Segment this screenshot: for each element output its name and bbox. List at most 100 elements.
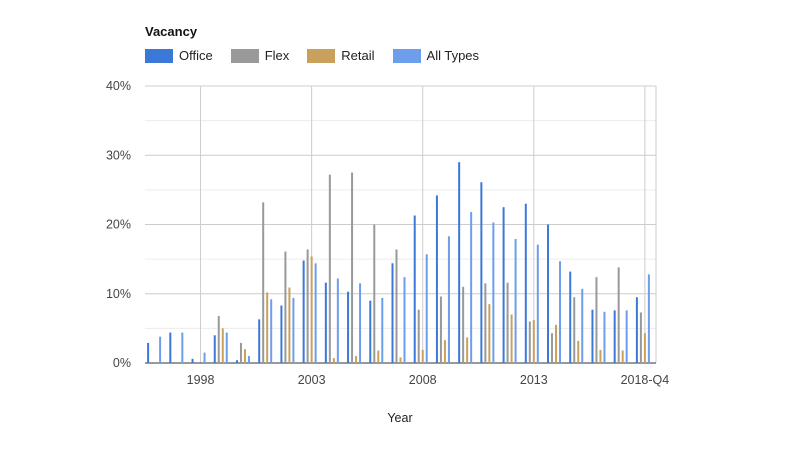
bar-all-types[interactable] (181, 332, 184, 363)
y-tick-label: 0% (113, 356, 131, 370)
bar-retail[interactable] (221, 328, 224, 363)
bar-all-types[interactable] (381, 297, 384, 363)
bar-flex[interactable] (395, 249, 398, 363)
bar-all-types[interactable] (514, 239, 517, 363)
bar-retail[interactable] (243, 349, 246, 363)
bar-retail[interactable] (332, 358, 335, 363)
bar-office[interactable] (569, 271, 572, 363)
bar-retail[interactable] (355, 356, 358, 363)
bar-flex[interactable] (484, 283, 487, 363)
bar-office[interactable] (347, 291, 350, 363)
bar-flex[interactable] (462, 286, 465, 363)
legend-swatch (307, 48, 336, 63)
bar-flex[interactable] (573, 297, 576, 363)
bar-office[interactable] (391, 263, 394, 363)
bar-office[interactable] (613, 310, 616, 363)
bar-retail[interactable] (532, 320, 535, 363)
bar-office[interactable] (435, 195, 438, 363)
bar-flex[interactable] (373, 224, 376, 364)
bar-all-types[interactable] (159, 336, 162, 363)
bar-retail[interactable] (443, 340, 446, 363)
bar-flex[interactable] (639, 312, 642, 363)
bar-office[interactable] (547, 224, 550, 364)
bar-retail[interactable] (399, 357, 402, 363)
bar-all-types[interactable] (203, 352, 206, 363)
bar-office[interactable] (235, 360, 238, 363)
legend-label: All Types (426, 48, 480, 63)
bar-retail[interactable] (510, 314, 513, 363)
bar-all-types[interactable] (559, 261, 562, 363)
legend-item-retail[interactable]: Retail (307, 48, 375, 63)
bar-flex[interactable] (417, 309, 420, 363)
legend-swatch (145, 48, 173, 63)
y-tick-label: 30% (106, 148, 131, 162)
legend-label: Retail (341, 48, 375, 63)
bar-all-types[interactable] (336, 278, 339, 363)
bar-retail[interactable] (310, 256, 313, 363)
bar-office[interactable] (302, 260, 305, 363)
bar-retail[interactable] (599, 349, 602, 363)
legend-swatch (392, 48, 421, 63)
bar-office[interactable] (169, 332, 172, 363)
bar-office[interactable] (258, 319, 261, 363)
bar-all-types[interactable] (314, 263, 317, 363)
bar-flex[interactable] (217, 315, 220, 363)
bar-office[interactable] (147, 342, 150, 363)
bar-all-types[interactable] (536, 244, 539, 363)
bar-flex[interactable] (506, 282, 509, 363)
legend-swatch (230, 48, 259, 63)
bar-all-types[interactable] (447, 236, 450, 363)
bar-flex[interactable] (284, 251, 287, 363)
bar-office[interactable] (480, 182, 483, 363)
bar-all-types[interactable] (470, 212, 473, 363)
bar-flex[interactable] (528, 321, 531, 363)
legend-item-all-types[interactable]: All Types (392, 48, 480, 63)
bar-all-types[interactable] (359, 283, 362, 363)
bar-all-types[interactable] (247, 356, 250, 363)
bar-office[interactable] (413, 215, 416, 363)
bar-office[interactable] (635, 297, 638, 363)
legend-item-flex[interactable]: Flex (230, 48, 289, 63)
bar-retail[interactable] (288, 287, 291, 363)
bar-retail[interactable] (421, 349, 424, 363)
bar-retail[interactable] (266, 292, 269, 363)
bar-retail[interactable] (555, 324, 558, 363)
bar-all-types[interactable] (403, 277, 406, 363)
bar-all-types[interactable] (603, 311, 606, 363)
bar-office[interactable] (591, 309, 594, 363)
bar-flex[interactable] (351, 172, 354, 363)
bar-flex[interactable] (439, 296, 442, 363)
bar-flex[interactable] (262, 202, 265, 363)
bar-flex[interactable] (595, 277, 598, 363)
bar-all-types[interactable] (425, 254, 428, 363)
bar-all-types[interactable] (292, 297, 295, 363)
bar-all-types[interactable] (581, 288, 584, 363)
bar-all-types[interactable] (492, 222, 495, 363)
bar-all-types[interactable] (225, 332, 228, 363)
bar-retail[interactable] (643, 333, 646, 363)
bar-flex[interactable] (239, 342, 242, 363)
bar-retail[interactable] (488, 304, 491, 363)
bar-retail[interactable] (621, 350, 624, 363)
bar-flex[interactable] (306, 249, 309, 363)
bar-flex[interactable] (617, 267, 620, 363)
bar-all-types[interactable] (625, 310, 628, 363)
bar-all-types[interactable] (647, 274, 650, 363)
bar-retail[interactable] (377, 350, 380, 363)
legend-item-office[interactable]: Office (145, 48, 213, 63)
bar-office[interactable] (280, 305, 283, 363)
bar-office[interactable] (191, 358, 194, 363)
x-tick-label: 2018-Q4 (621, 373, 670, 387)
bar-office[interactable] (324, 282, 327, 363)
bar-all-types[interactable] (270, 299, 273, 363)
bar-office[interactable] (458, 162, 461, 363)
bar-flex[interactable] (328, 174, 331, 363)
bar-retail[interactable] (466, 337, 469, 363)
bar-retail[interactable] (577, 340, 580, 363)
bar-office[interactable] (369, 300, 372, 363)
bar-office[interactable] (524, 203, 527, 363)
bar-flex[interactable] (551, 333, 554, 363)
bar-office[interactable] (213, 335, 216, 363)
bar-office[interactable] (502, 207, 505, 363)
